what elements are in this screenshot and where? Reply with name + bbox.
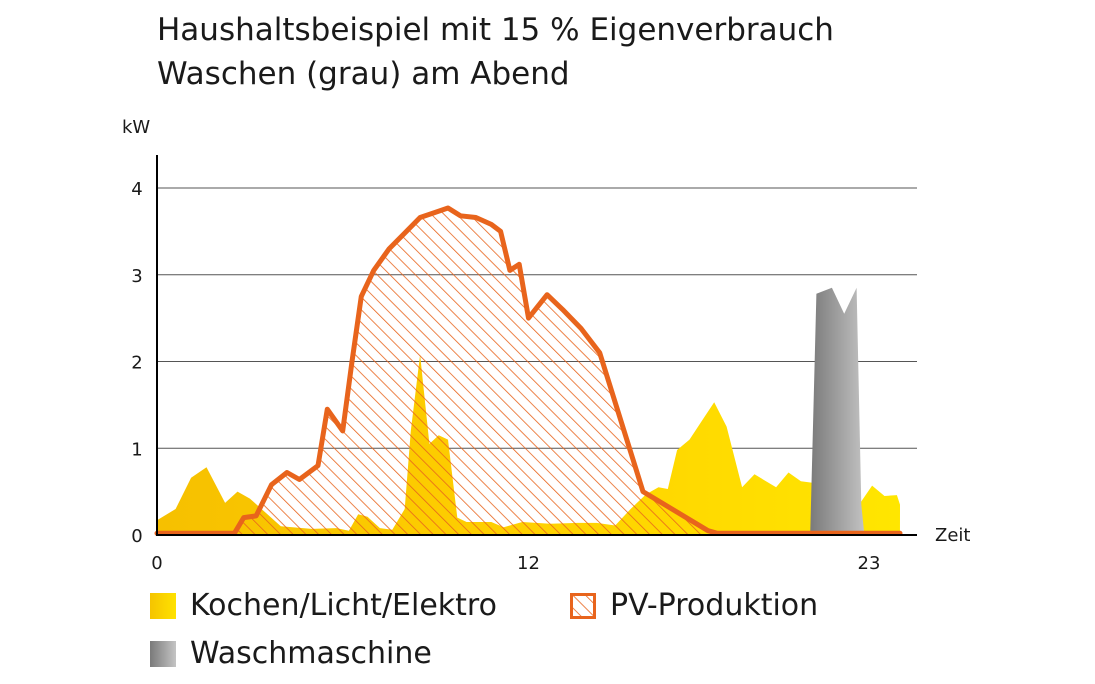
- area-consumption: [157, 354, 900, 535]
- legend-item-pv: PV-Produktion: [570, 588, 818, 623]
- legend-swatch-pv: [570, 592, 596, 619]
- legend-label-consumption: Kochen/Licht/Elektro: [190, 588, 497, 623]
- x-tick-label-12: 12: [517, 553, 540, 574]
- legend-item-consumption: Kochen/Licht/Elektro: [150, 588, 497, 623]
- chart-title-line-2: Waschen (grau) am Abend: [157, 56, 570, 92]
- y-tick-label-1: 1: [131, 439, 142, 460]
- area-pv-hatch: [157, 208, 900, 535]
- y-axis-label: kW: [122, 117, 150, 138]
- x-axis-label: Zeit: [935, 525, 970, 546]
- y-tick-label-2: 2: [131, 353, 142, 374]
- y-tick-label-3: 3: [131, 266, 142, 287]
- x-tick-label-23: 23: [858, 553, 881, 574]
- y-tick-label-4: 4: [131, 179, 142, 200]
- legend-label-pv: PV-Produktion: [610, 588, 819, 623]
- legend-item-washing: Waschmaschine: [150, 636, 432, 671]
- legend-label-washing: Waschmaschine: [190, 636, 432, 671]
- area-washing-machine: [810, 287, 865, 535]
- y-tick-label-0: 0: [131, 526, 142, 547]
- chart-title: Haushaltsbeispiel mit 15 % Eigenverbrauc…: [157, 8, 834, 96]
- chart-title-line-1: Haushaltsbeispiel mit 15 % Eigenverbrauc…: [157, 12, 834, 48]
- legend-swatch-consumption: [150, 592, 176, 619]
- x-tick-label-0: 0: [151, 553, 162, 574]
- area-layer: [154, 205, 903, 536]
- line-pv-production: [154, 205, 903, 536]
- legend-swatch-washing: [150, 640, 176, 667]
